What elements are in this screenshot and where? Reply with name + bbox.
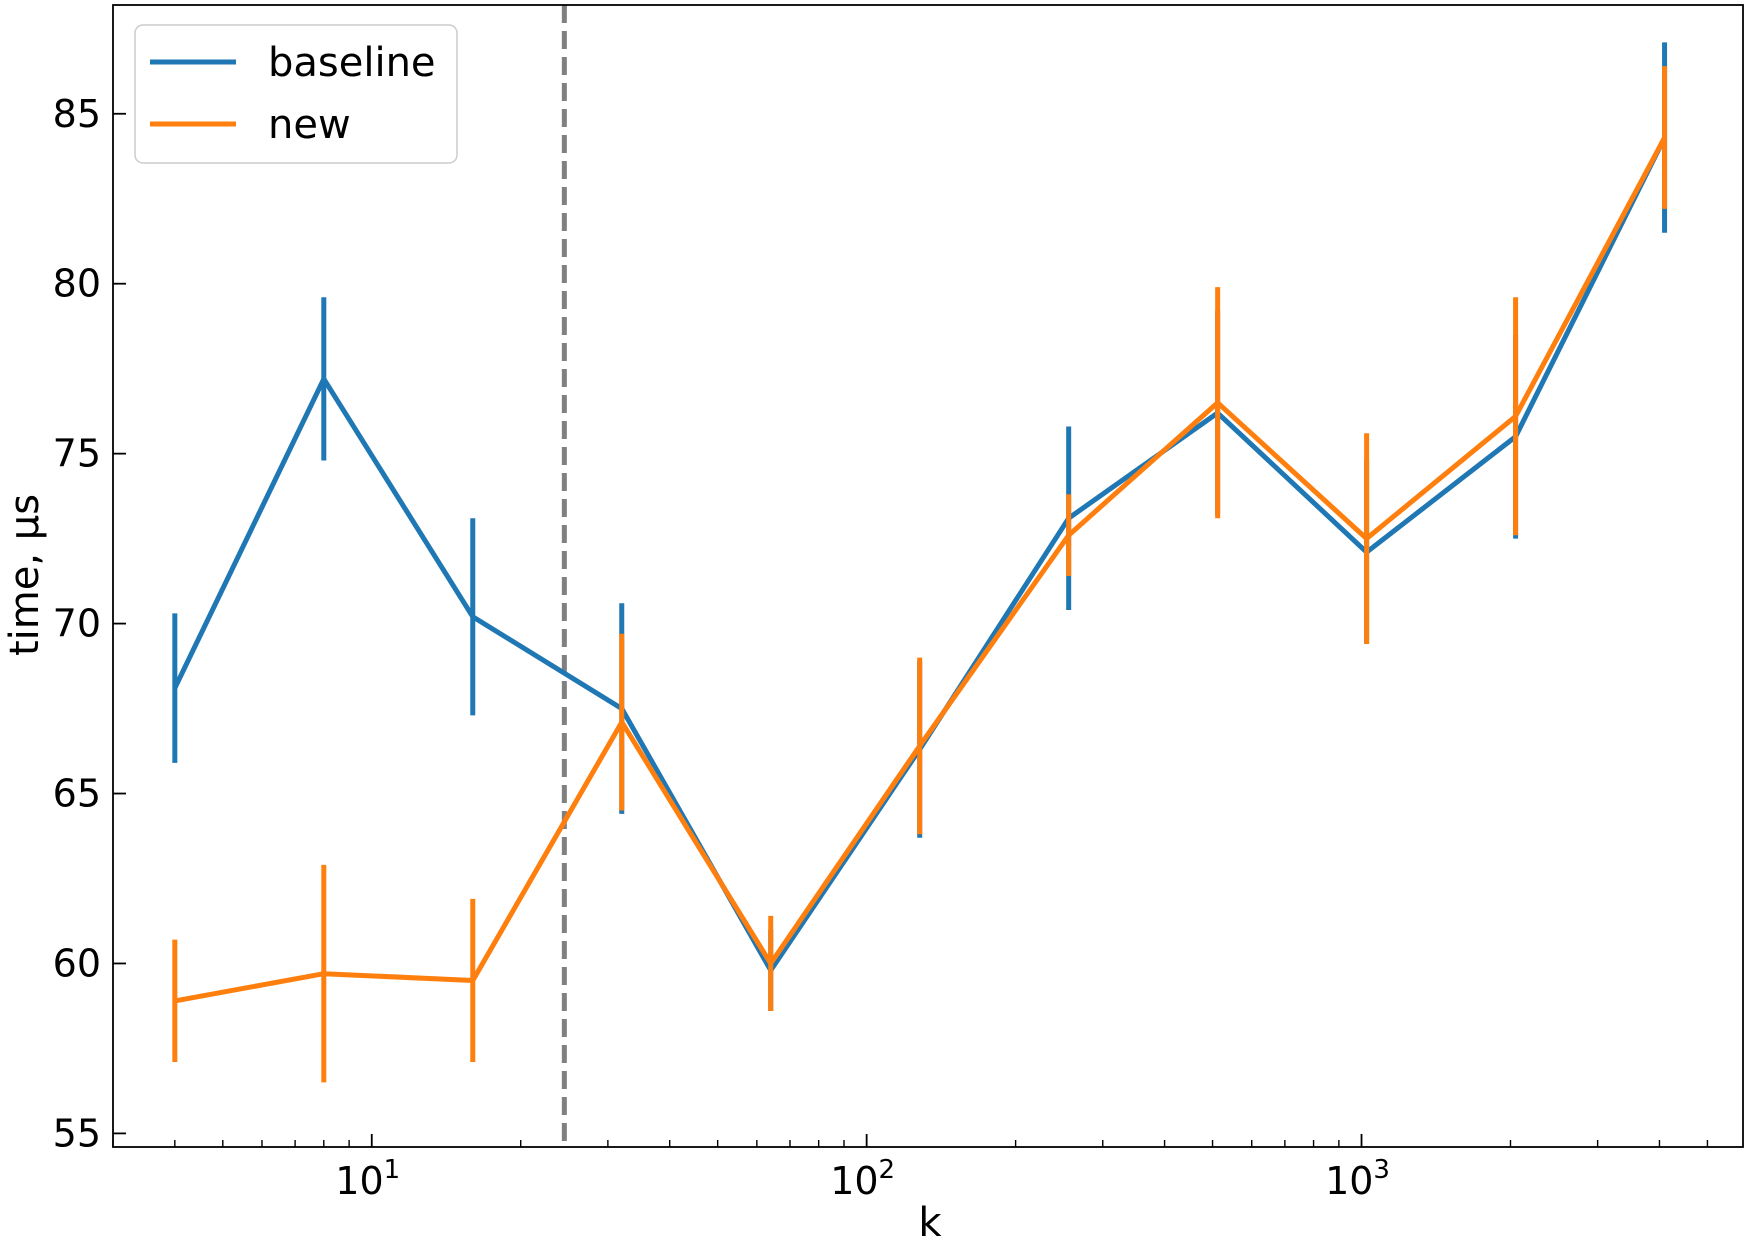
legend-label-new: new bbox=[268, 102, 351, 148]
y-axis-title: time, µs bbox=[2, 494, 48, 656]
legend: baseline new bbox=[134, 24, 458, 164]
plot-frame bbox=[112, 4, 1744, 1148]
y-tick-label: 75 bbox=[53, 432, 101, 476]
y-tick-label: 80 bbox=[53, 262, 101, 306]
series-new bbox=[172, 66, 1668, 1083]
y-tick-label: 85 bbox=[53, 92, 101, 136]
legend-label-baseline: baseline bbox=[268, 40, 436, 86]
plot-marks bbox=[172, 5, 1668, 1147]
series-line bbox=[174, 136, 1667, 1004]
y-tick-label: 70 bbox=[53, 602, 101, 646]
y-tick-label: 55 bbox=[53, 1111, 101, 1155]
y-tick-label: 60 bbox=[53, 941, 101, 985]
x-axis-title: k bbox=[918, 1200, 942, 1246]
y-tick-label: 65 bbox=[53, 772, 101, 816]
